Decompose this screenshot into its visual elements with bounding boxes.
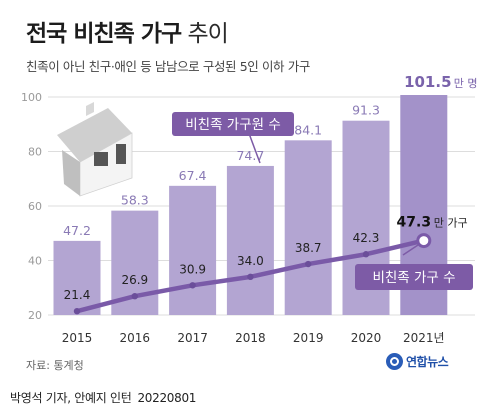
line-point-last (416, 233, 432, 249)
line-value-label: 21.4 (64, 288, 91, 302)
house-door-icon (116, 144, 126, 164)
x-tick-label: 2016 (120, 331, 151, 345)
line-point (305, 260, 312, 268)
y-tick-label: 20 (28, 309, 42, 322)
yonhap-logo: 연합뉴스 (386, 353, 449, 370)
line-point (189, 282, 196, 289)
line-point (247, 273, 254, 281)
line-legend-box (355, 264, 473, 290)
byline-date: 20220801 (137, 391, 197, 405)
x-tick-label: 2015 (62, 331, 93, 345)
bar-unit-label: 만 명 (454, 77, 478, 90)
line-value-label-last: 47.3 (397, 215, 432, 231)
source-note: 자료: 통계청 (26, 359, 84, 372)
line-point (362, 251, 370, 258)
line-legend-pointer (402, 244, 419, 256)
bar-value-label: 47.2 (63, 223, 91, 238)
bar-value-label-last: 101.5 (404, 73, 451, 91)
y-tick-label: 60 (28, 200, 42, 213)
infographic-card: 전국 비친족 가구 추이 친족이 아닌 친구·애인 등 남남으로 구성된 5인 … (21, 14, 478, 372)
house-chimney-icon (86, 102, 94, 116)
line-point (73, 307, 81, 315)
byline: 박영석 기자, 안예지 인턴 20220801 (10, 389, 196, 406)
line-point (131, 292, 138, 300)
yonhap-logo-icon (386, 353, 403, 370)
y-tick-label: 100 (21, 91, 42, 104)
bar-value-label: 91.3 (352, 103, 380, 118)
title-suffix: 추이 (187, 21, 228, 47)
house-window-icon (94, 152, 108, 166)
title-main: 전국 비친족 가구 (26, 21, 182, 47)
logo-text: 연합뉴스 (406, 355, 449, 369)
bar (169, 185, 217, 315)
line-value-label: 38.7 (295, 241, 322, 255)
bar-legend-text: 비친족 가구원 수 (185, 117, 281, 133)
house-roof-icon (57, 108, 132, 162)
line-legend-text: 비친족 가구 수 (372, 270, 455, 286)
x-tick-label: 2017 (177, 331, 208, 345)
x-tick-label: 2019 (293, 331, 324, 345)
house-side-icon (62, 150, 80, 196)
bar-value-label: 74.7 (236, 148, 264, 163)
chart-canvas: 20 40 60 80 100 47.2 58.3 67.4 74.7 84.1 91.3 101.5… (21, 73, 478, 345)
byline-authors: 박영석 기자, 안예지 인턴 (10, 391, 132, 405)
bar-value-label: 84.1 (294, 122, 322, 137)
bar-value-label: 58.3 (121, 193, 149, 208)
line-value-label: 42.3 (353, 231, 380, 245)
chart-subtitle: 친족이 아닌 친구·애인 등 남남으로 구성된 5인 이하 가구 (26, 59, 310, 74)
y-tick-label: 40 (28, 255, 42, 268)
bar-legend-box (172, 112, 294, 136)
line-value-label: 34.0 (237, 254, 264, 268)
bar (226, 165, 274, 315)
x-tick-label: 2018 (235, 331, 266, 345)
line-unit-label: 만 가구 (434, 217, 468, 230)
line-value-label: 30.9 (179, 262, 206, 276)
bar-value-label: 67.4 (179, 168, 207, 183)
bar (53, 240, 101, 315)
x-tick-label: 2021년 (403, 331, 445, 345)
x-tick-label: 2020 (351, 331, 382, 345)
bar (284, 140, 332, 315)
line-value-label: 26.9 (121, 273, 148, 287)
chart-title: 전국 비친족 가구 추이 (26, 14, 229, 48)
house-icon (57, 102, 133, 197)
y-tick-label: 80 (28, 146, 42, 159)
